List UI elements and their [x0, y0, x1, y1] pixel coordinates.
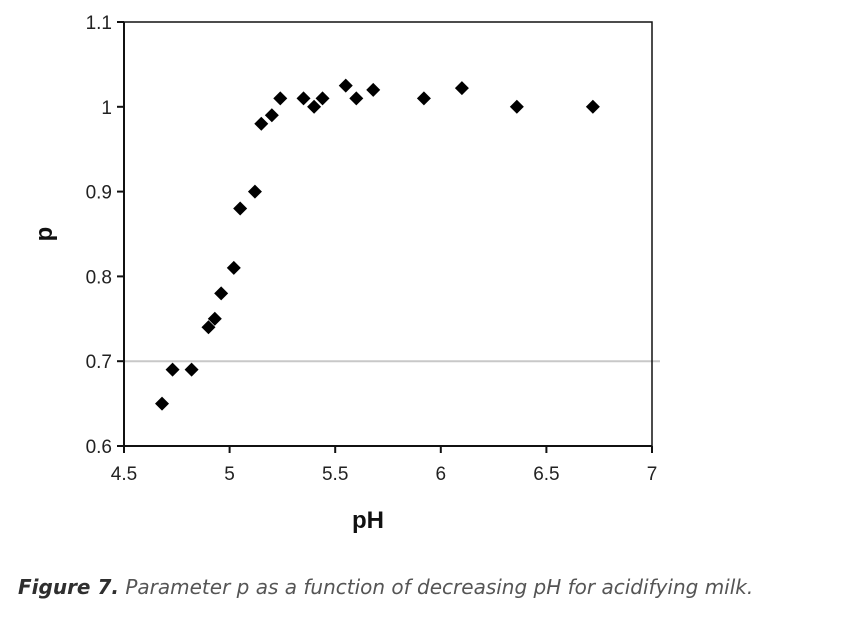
- x-tick-label: 5: [224, 464, 235, 485]
- x-tick-label: 6.5: [533, 464, 559, 485]
- y-tick-label: 0.9: [86, 183, 112, 204]
- data-point: [226, 260, 241, 275]
- plot-area: 0.6 0.7 0.8 0.9 1 1.1 4.5 5 5.5 6 6.5 7: [86, 13, 660, 485]
- plot-frame: [123, 21, 653, 447]
- y-axis-title: p: [31, 227, 58, 242]
- figure-label: Figure 7.: [18, 575, 119, 599]
- scatter-chart: 0.6 0.7 0.8 0.9 1 1.1 4.5 5 5.5 6 6.5 7 pH p: [31, 13, 660, 534]
- data-point: [165, 362, 180, 377]
- data-point: [273, 91, 288, 106]
- data-point: [214, 286, 229, 301]
- data-points: [155, 78, 600, 411]
- x-tick-label: 7: [647, 464, 658, 485]
- y-tick-label: 0.6: [86, 437, 112, 458]
- data-point: [416, 91, 431, 106]
- data-point: [338, 78, 353, 93]
- data-point: [366, 82, 381, 97]
- data-point: [264, 108, 279, 123]
- y-tick-label: 1: [101, 98, 112, 119]
- data-point: [184, 362, 199, 377]
- data-point: [509, 99, 524, 114]
- x-tick-label: 6: [436, 464, 447, 485]
- data-point: [247, 184, 262, 199]
- x-tick-label: 5.5: [322, 464, 348, 485]
- data-point: [585, 99, 600, 114]
- data-point: [233, 201, 248, 216]
- data-point: [454, 81, 469, 96]
- data-point: [349, 91, 364, 106]
- y-tick-label: 0.7: [86, 352, 112, 373]
- x-tick-label: 4.5: [111, 464, 137, 485]
- y-axis-ticks: 0.6 0.7 0.8 0.9 1 1.1: [86, 13, 124, 458]
- data-point: [296, 91, 311, 106]
- caption-text: Parameter p as a function of decreasing …: [118, 575, 754, 599]
- data-point: [207, 311, 222, 326]
- data-point: [201, 320, 216, 335]
- data-point: [254, 116, 269, 131]
- data-point: [307, 99, 322, 114]
- y-tick-label: 0.8: [86, 267, 112, 288]
- data-point: [315, 91, 330, 106]
- x-axis-title: pH: [352, 507, 384, 534]
- figure-caption: Figure 7. Parameter p as a function of d…: [18, 575, 753, 599]
- y-tick-label: 1.1: [86, 13, 112, 34]
- x-axis-ticks: 4.5 5 5.5 6 6.5 7: [111, 446, 658, 485]
- data-point: [155, 396, 170, 411]
